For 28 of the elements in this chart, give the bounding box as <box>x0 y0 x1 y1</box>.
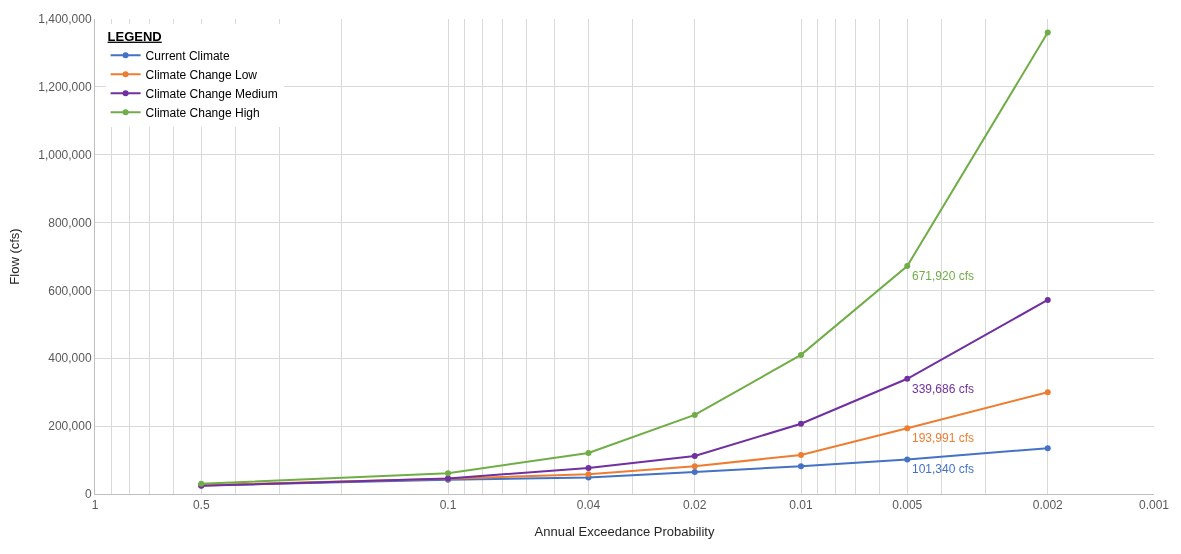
x-tick-label: 0.02 <box>683 498 707 513</box>
x-tick-label: 0.005 <box>892 498 923 513</box>
legend-label: Climate Change High <box>145 105 260 120</box>
x-tick-label: 0.001 <box>1138 498 1170 513</box>
y-tick-label: 1,000,000 <box>38 147 92 162</box>
x-tick-label: 0.002 <box>1032 498 1064 513</box>
data-label: 339,686 cfs <box>912 381 975 396</box>
data-label: 193,991 cfs <box>912 430 975 445</box>
x-tick-label: 0.04 <box>576 498 601 513</box>
legend-label: Climate Change Medium <box>145 86 278 101</box>
y-tick-label: 1,200,000 <box>38 80 92 95</box>
y-tick-label: 600,000 <box>48 283 92 298</box>
data-label: 101,340 cfs <box>912 462 975 477</box>
x-axis-title: Annual Exceedance Probability <box>534 524 715 539</box>
y-tick-label: 1,400,000 <box>38 12 92 27</box>
x-tick-label: 1 <box>91 498 99 513</box>
legend-title: LEGEND <box>107 28 162 44</box>
legend-label: Current Climate <box>145 48 230 63</box>
y-axis-title: Flow (cfs) <box>7 228 23 285</box>
x-tick-label: 0.01 <box>789 498 813 513</box>
y-tick-label: 200,000 <box>48 419 92 434</box>
legend-label: Climate Change Low <box>145 67 258 82</box>
y-tick-label: 800,000 <box>48 215 92 230</box>
x-tick-label: 0.1 <box>439 498 457 513</box>
y-tick-label: 0 <box>84 487 92 502</box>
x-tick-label: 0.5 <box>192 498 210 513</box>
data-label: 671,920 cfs <box>912 268 975 283</box>
y-tick-label: 400,000 <box>48 351 92 366</box>
